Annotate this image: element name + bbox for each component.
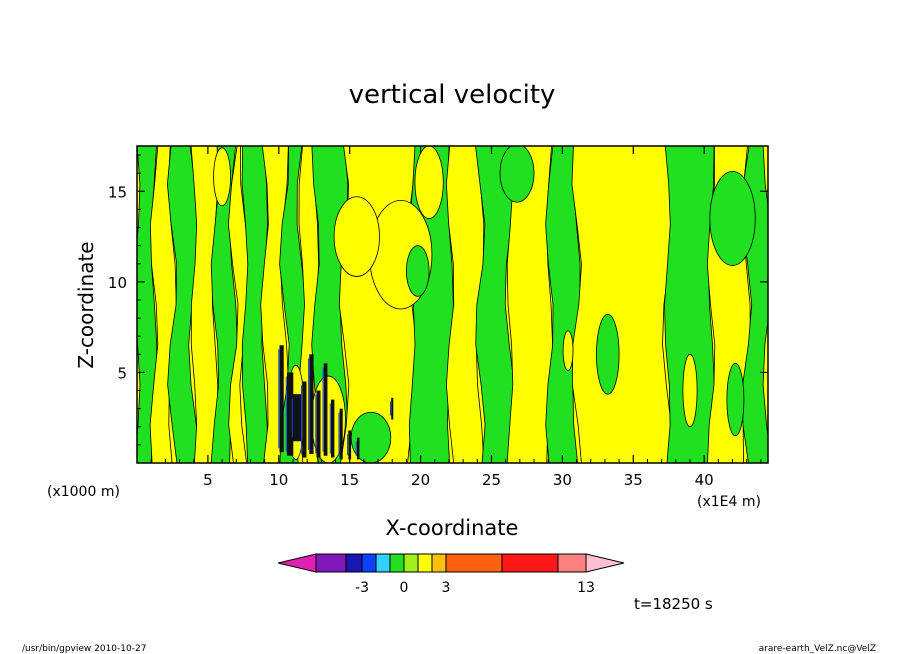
colorbar-swatch (345, 553, 363, 573)
contour-streak-edge (338, 412, 340, 456)
axis-ticks: 5 10 15 20 25 30 35 40 5 10 15 (108, 146, 768, 489)
x-tick-label: 35 (624, 471, 643, 489)
contour-patch (406, 245, 430, 297)
contour-streak (339, 408, 343, 460)
contour-streak (316, 390, 321, 458)
x-tick-label: 40 (695, 471, 714, 489)
contour-streak (391, 397, 394, 420)
contour-streak-edge (300, 385, 302, 454)
colorbar-swatch (417, 553, 433, 573)
footer-left: /usr/bin/gpview 2010-10-27 (22, 644, 146, 654)
x-axis-label: X-coordinate (386, 516, 519, 540)
contour-streak (302, 381, 307, 458)
colorbar-labels: -3 0 3 13 (355, 580, 595, 596)
y-tick-label: 5 (117, 364, 127, 382)
colorbar-swatch (389, 553, 405, 573)
x-tick-label: 30 (553, 471, 572, 489)
colorbar-swatch (445, 553, 503, 573)
footer-right: arare-earth_VelZ.nc@VelZ (759, 644, 876, 654)
contour-streak (330, 399, 335, 458)
colorbar-swatch (403, 553, 419, 573)
colorbar-tick-label: 3 (442, 580, 451, 596)
contour-streak-edge (347, 434, 349, 456)
contour-streak (348, 430, 352, 460)
contour-streak (356, 437, 360, 460)
colorbar-low-arrow (277, 553, 317, 573)
contour-streak (292, 394, 302, 442)
x-tick-label: 10 (269, 471, 288, 489)
contour-band (545, 146, 581, 463)
plot-frame (136, 145, 769, 464)
contour-patch (213, 147, 231, 207)
contour-streak (286, 372, 294, 456)
x-tick-label: 15 (340, 471, 359, 489)
contour-streak-edge (308, 358, 310, 450)
contour-streak-edge (322, 367, 324, 452)
contour-patch (596, 314, 620, 395)
colorbar-swatch (431, 553, 447, 573)
contour-band (571, 146, 673, 463)
colorbar-swatch (501, 553, 559, 573)
contour-streak-edge (329, 403, 331, 454)
colorbar-high-arrow (585, 553, 625, 573)
colorbar (277, 553, 625, 573)
x-unit-left: (x1000 m) (47, 484, 120, 500)
contour-patch (333, 196, 380, 277)
contour-streak-edge (389, 401, 391, 416)
colorbar-tick-label: 13 (577, 580, 595, 596)
contour-streak-edge (291, 398, 293, 438)
contour-patch (414, 146, 444, 219)
chart-title: vertical velocity (349, 80, 556, 110)
contour-streak (279, 345, 284, 453)
contour-band (445, 146, 485, 463)
contour-patch (726, 362, 745, 437)
contour-streak (309, 354, 314, 454)
contour-band (241, 146, 268, 463)
contour-patch (499, 146, 535, 203)
contour-streak-edge (285, 376, 287, 452)
y-axis-label: Z-coordinate (74, 241, 98, 368)
x-unit-right: (x1E4 m) (697, 494, 761, 510)
x-tick-label: 5 (203, 471, 213, 489)
y-tick-label: 10 (108, 274, 127, 292)
contour-streak-edge (315, 394, 317, 454)
time-label: t=18250 s (634, 595, 713, 613)
plot-area (137, 146, 768, 463)
colorbar-swatch (557, 553, 587, 573)
contour-streak-edge (355, 441, 357, 456)
colorbar-swatch (361, 553, 377, 573)
contour-patch (709, 170, 756, 266)
y-tick-label: 15 (108, 183, 127, 201)
x-tick-label: 25 (482, 471, 501, 489)
contour-streak (323, 363, 328, 456)
colorbar-swatch (315, 553, 347, 573)
colorbar-swatch (375, 553, 391, 573)
contour-patch (682, 353, 698, 428)
contour-patch (562, 330, 574, 372)
x-tick-label: 20 (411, 471, 430, 489)
contour-streak-edge (278, 349, 280, 449)
colorbar-tick-label: -3 (355, 580, 369, 596)
colorbar-tick-label: 0 (400, 580, 409, 596)
